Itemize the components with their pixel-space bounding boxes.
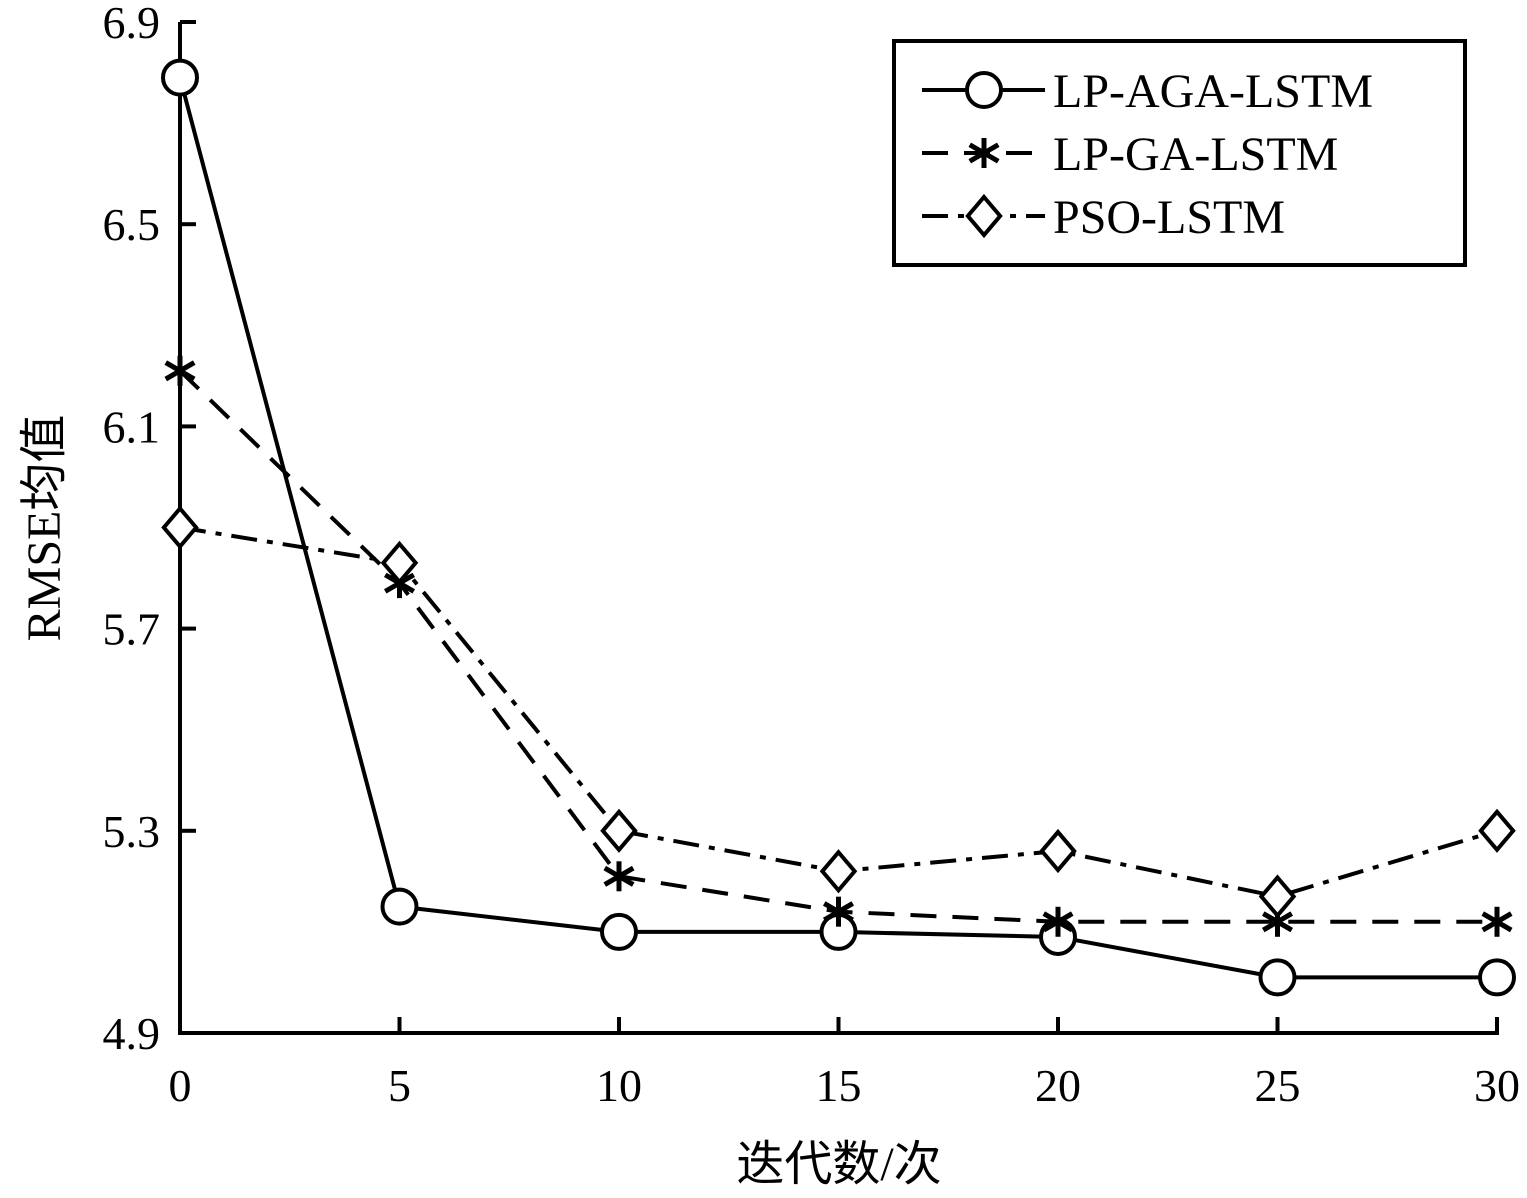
data-point	[603, 861, 635, 892]
legend-marker	[968, 138, 1000, 168]
data-point	[822, 896, 855, 927]
series-line	[179, 525, 1498, 899]
y-axis-title: RMSE均值	[18, 415, 71, 642]
legend: LP-AGA-LSTM LP-GA-LSTM PSO-LSTM	[892, 39, 1467, 267]
y-tick-label: 6.5	[103, 199, 161, 250]
x-tick-label: 20	[1035, 1060, 1081, 1111]
legend-label: LP-GA-LSTM	[1053, 128, 1338, 181]
data-point	[1478, 958, 1516, 997]
data-point	[1481, 906, 1513, 937]
legend-marker	[965, 71, 1003, 109]
x-tick-label: 5	[388, 1060, 411, 1111]
series-pso-lstm	[161, 505, 1516, 919]
data-point	[1039, 828, 1077, 874]
y-tick-label: 4.9	[103, 1008, 161, 1059]
series-line	[178, 369, 1497, 924]
legend-item: PSO-LSTM	[922, 191, 1285, 244]
y-tick-label: 5.7	[103, 604, 161, 655]
data-point	[161, 505, 199, 550]
legend-item: LP-GA-LSTM	[922, 128, 1338, 181]
x-tick-label: 25	[1255, 1060, 1301, 1111]
data-point	[164, 355, 196, 386]
y-tick-label: 5.3	[103, 806, 161, 857]
data-point	[819, 849, 858, 894]
data-point	[380, 540, 419, 585]
legend-label: PSO-LSTM	[1053, 191, 1285, 244]
data-point	[600, 808, 638, 853]
data-point	[600, 912, 638, 951]
data-point	[1258, 958, 1297, 997]
x-axis-title: 迭代数/次	[736, 1138, 941, 1191]
y-tick-label: 6.9	[103, 0, 161, 48]
x-tick-label: 10	[596, 1060, 642, 1111]
x-tick-label: 15	[816, 1060, 862, 1111]
series-layer	[161, 58, 1516, 997]
data-point	[1478, 808, 1516, 853]
data-point	[161, 58, 199, 97]
data-point	[380, 887, 419, 926]
x-tick-label: 30	[1474, 1060, 1520, 1111]
legend-item: LP-AGA-LSTM	[922, 65, 1373, 118]
y-tick-label: 6.1	[103, 401, 161, 452]
axes: 4.9 5.3 5.7 6.1 6.5 6.9 0 5 10 15 20 25 30	[103, 0, 1521, 1111]
x-tick-label: 0	[169, 1060, 192, 1111]
data-point	[1258, 874, 1297, 919]
data-point	[1042, 906, 1074, 937]
legend-marker	[965, 193, 1003, 239]
legend-label: LP-AGA-LSTM	[1053, 65, 1373, 118]
